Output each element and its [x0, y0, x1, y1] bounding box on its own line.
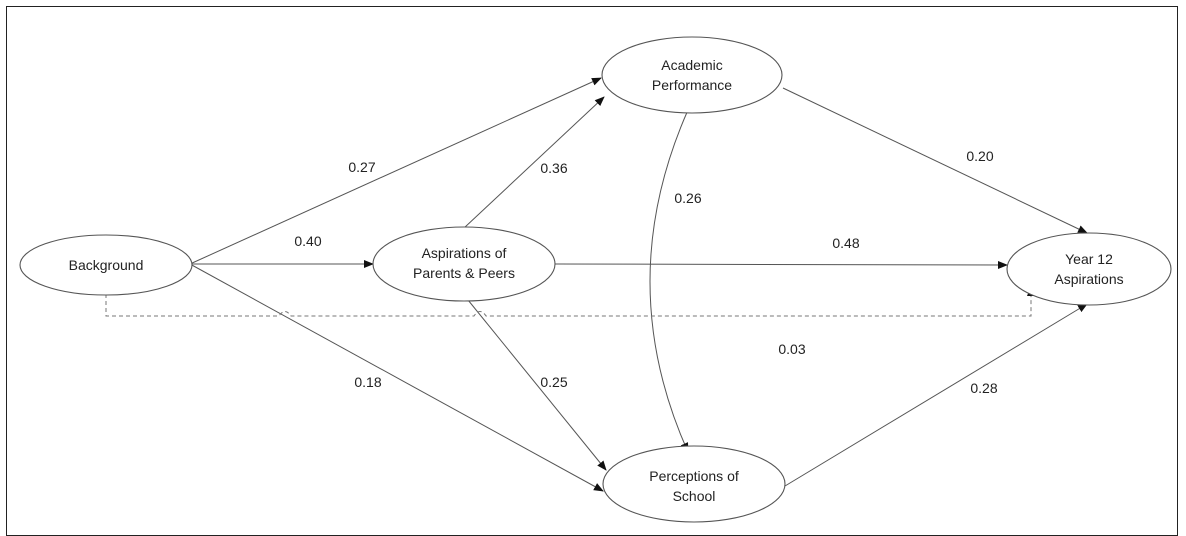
node-aspirations-label-line1: Aspirations of — [422, 245, 507, 261]
coef-perceptions-to-year12: 0.28 — [970, 380, 997, 396]
edge-aspirations-to-academic — [463, 96, 605, 229]
coef-aspirations-to-perceptions: 0.25 — [540, 374, 567, 390]
node-perceptions-school: Perceptions of School — [602, 445, 786, 523]
coef-aspirations-to-year12: 0.48 — [832, 235, 859, 251]
coef-aspirations-to-academic: 0.36 — [540, 160, 567, 176]
edge-aspirations-to-perceptions — [467, 299, 607, 471]
node-academic-label-line1: Academic — [661, 57, 722, 73]
coef-background-to-perceptions: 0.18 — [354, 374, 381, 390]
node-aspirations-label-line2: Parents & Peers — [413, 265, 515, 281]
diagram-frame — [6, 6, 1178, 536]
node-background: Background — [19, 234, 193, 296]
coef-academic-perceptions-correlation: 0.26 — [674, 190, 701, 206]
coef-background-to-year12: 0.03 — [778, 341, 805, 357]
coef-academic-to-year12: 0.20 — [966, 148, 993, 164]
edge-perceptions-to-year12 — [784, 303, 1088, 487]
node-year12-label-line1: Year 12 — [1065, 251, 1113, 267]
node-academic-performance: Academic Performance — [601, 36, 783, 114]
edge-background-to-year12 — [105, 286, 1035, 317]
edge-background-to-perceptions — [189, 263, 604, 492]
edge-background-to-academic — [189, 77, 602, 265]
node-year12-label-line2: Aspirations — [1054, 271, 1123, 287]
edge-academic-perceptions-correlation — [649, 100, 696, 453]
coef-background-to-aspirations: 0.40 — [294, 233, 321, 249]
edge-academic-to-year12 — [782, 87, 1088, 234]
node-aspirations-parents-peers: Aspirations of Parents & Peers — [372, 226, 556, 302]
node-academic-label-line2: Performance — [652, 77, 732, 93]
node-year12-aspirations: Year 12 Aspirations — [1006, 232, 1172, 306]
node-perceptions-label-line1: Perceptions of — [649, 468, 739, 484]
node-background-label: Background — [69, 257, 144, 273]
node-perceptions-label-line2: School — [673, 488, 716, 504]
edge-aspirations-to-year12 — [554, 260, 1008, 269]
coef-background-to-academic: 0.27 — [348, 159, 375, 175]
